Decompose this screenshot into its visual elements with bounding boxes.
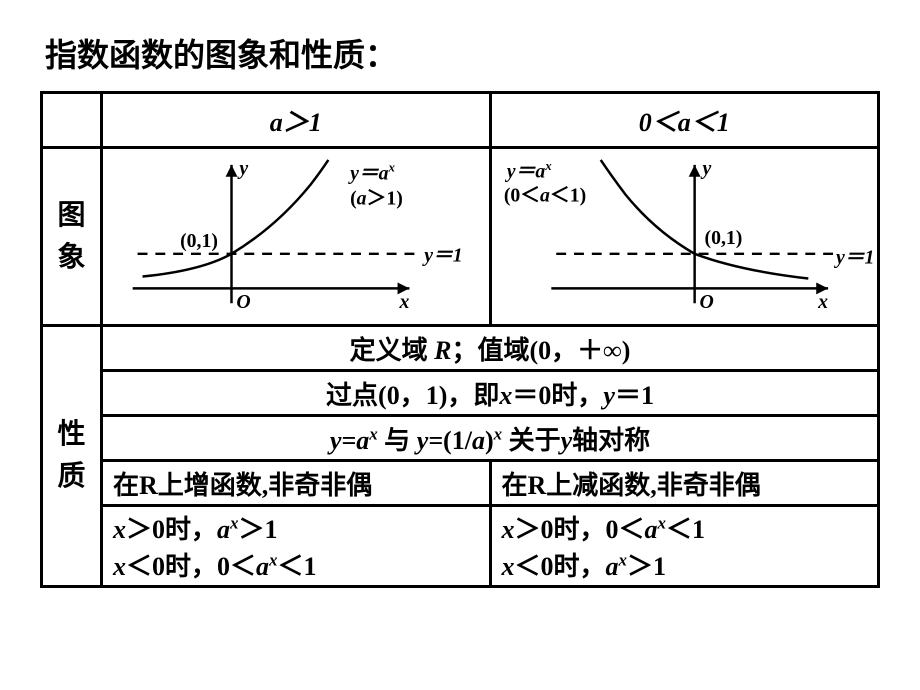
corner-cell [42, 93, 102, 148]
header-a-gt-1: a＞1 [102, 93, 491, 148]
prop-row-1: 性质 定义域 R；值域(0，＋∞) [42, 326, 879, 371]
prop-row-4: 在R上增函数,非奇非偶 在R上减函数,非奇非偶 [42, 461, 879, 506]
prop-row-3: y=ax 与 y=(1/a)x 关于y轴对称 [42, 416, 879, 461]
graph-svg-left: y x O y＝ax (a＞1) (0,1) y＝1 [103, 149, 489, 324]
graph-row: 图象 y x O y＝ax (a＞1) (0,1) y [42, 148, 879, 326]
func-label: y＝ax [504, 159, 551, 183]
header-row: a＞1 0＜a＜1 [42, 93, 879, 148]
prop-domain: 定义域 R；值域(0，＋∞) [102, 326, 879, 371]
prop-mono-right: 在R上减函数,非奇非偶 [490, 461, 879, 506]
prop-range-right: x＞0时，0＜ax＜1 x＜0时，ax＞1 [490, 506, 879, 587]
y-axis-label: y [700, 158, 711, 180]
cond-label: (a＞1) [350, 187, 403, 209]
y-axis-label: y [237, 158, 248, 180]
x-axis-label: x [817, 291, 828, 313]
asym-label: y＝1 [422, 245, 462, 267]
side-label-graph: 图象 [42, 148, 102, 326]
cond-label: (0＜a＜1) [503, 184, 585, 206]
page-title: 指数函数的图象和性质： [40, 30, 880, 76]
prop-row-2: 过点(0，1)，即x＝0时，y＝1 [42, 371, 879, 416]
graph-decreasing: y x O y＝ax (0＜a＜1) (0,1) y＝1 [490, 148, 879, 326]
origin-label: O [699, 291, 713, 313]
func-label: y＝ax [348, 161, 395, 185]
origin-label: O [236, 291, 250, 313]
pt-label: (0,1) [704, 227, 742, 249]
header-a-lt-1: 0＜a＜1 [490, 93, 879, 148]
graph-svg-right: y x O y＝ax (0＜a＜1) (0,1) y＝1 [492, 149, 878, 324]
x-axis-label: x [399, 291, 410, 313]
prop-row-5: x＞0时，ax＞1 x＜0时，0＜ax＜1 x＞0时，0＜ax＜1 x＜0时，a… [42, 506, 879, 587]
side-label-props: 性质 [42, 326, 102, 587]
prop-symmetry: y=ax 与 y=(1/a)x 关于y轴对称 [102, 416, 879, 461]
main-table: a＞1 0＜a＜1 图象 y x O y＝ax ( [40, 91, 880, 588]
prop-mono-left: 在R上增函数,非奇非偶 [102, 461, 491, 506]
prop-point: 过点(0，1)，即x＝0时，y＝1 [102, 371, 879, 416]
pt-label: (0,1) [180, 230, 218, 252]
prop-range-left: x＞0时，ax＞1 x＜0时，0＜ax＜1 [102, 506, 491, 587]
graph-increasing: y x O y＝ax (a＞1) (0,1) y＝1 [102, 148, 491, 326]
asym-label: y＝1 [833, 247, 873, 269]
